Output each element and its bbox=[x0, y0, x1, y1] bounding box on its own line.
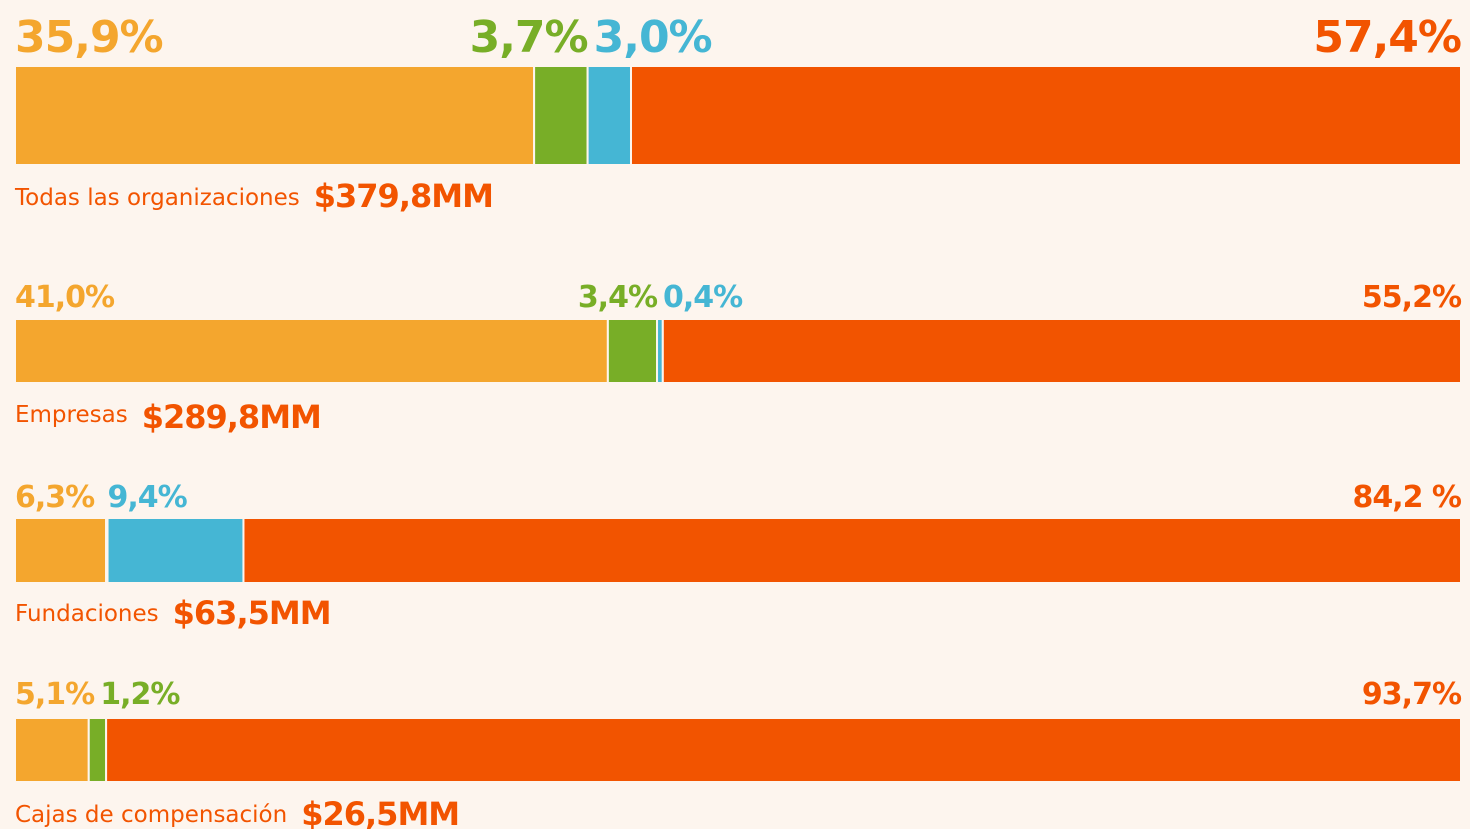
bar-segment bbox=[242, 517, 1462, 584]
value-label: 35,9% bbox=[15, 12, 163, 63]
value-label: 3,4% bbox=[578, 280, 658, 315]
value-label: 6,3% bbox=[15, 480, 95, 515]
bar-segment bbox=[533, 65, 589, 166]
bar-segment bbox=[14, 318, 609, 384]
value-label: 1,2% bbox=[100, 677, 180, 712]
value-label: 41,0% bbox=[15, 280, 115, 315]
value-label: 3,0% bbox=[594, 12, 712, 63]
category-label: Fundaciones bbox=[15, 601, 159, 627]
bar-segment bbox=[14, 517, 108, 584]
value-label: 5,1% bbox=[15, 677, 95, 712]
bar-segment bbox=[106, 517, 245, 584]
bar-segment bbox=[14, 65, 536, 166]
value-label: 55,2% bbox=[1362, 280, 1462, 315]
value-label: 3,7% bbox=[470, 12, 588, 63]
bar-segment bbox=[586, 65, 632, 166]
value-label: 57,4% bbox=[1313, 12, 1461, 63]
bar-segment bbox=[105, 717, 1462, 783]
category-label: Cajas de compensación bbox=[15, 802, 287, 828]
bar-segment bbox=[87, 717, 108, 783]
category-label: Todas las organizaciones bbox=[14, 185, 300, 211]
bar-segment bbox=[14, 717, 90, 783]
bar-segment bbox=[606, 318, 659, 384]
total-label: $26,5MM bbox=[301, 795, 459, 829]
category-label: Empresas bbox=[15, 402, 128, 428]
bar-segment bbox=[661, 318, 1462, 384]
value-label: 84,2 % bbox=[1352, 480, 1461, 515]
total-label: $63,5MM bbox=[173, 594, 331, 632]
value-label: 9,4% bbox=[108, 480, 188, 515]
total-label: $379,8MM bbox=[314, 177, 493, 215]
bar-segment bbox=[629, 65, 1462, 166]
total-label: $289,8MM bbox=[142, 398, 321, 436]
value-label: 0,4% bbox=[663, 280, 743, 315]
value-label: 93,7% bbox=[1362, 677, 1462, 712]
